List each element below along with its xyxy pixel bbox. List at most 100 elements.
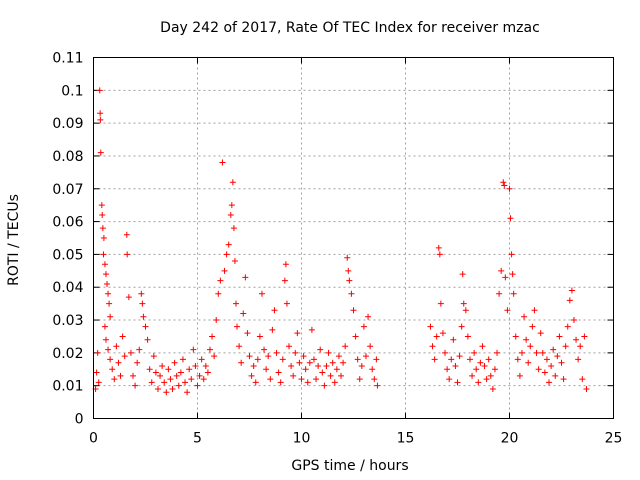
y-tick-label: 0.08 [52, 149, 83, 165]
data-point [306, 359, 313, 366]
data-point [140, 313, 147, 320]
data-point [345, 267, 352, 274]
data-point [256, 333, 263, 340]
data-point [231, 257, 238, 264]
data-point [269, 326, 276, 333]
y-tick-label: 0.03 [52, 313, 83, 329]
data-point [506, 185, 513, 192]
data-point [279, 356, 286, 363]
data-point [283, 300, 290, 307]
data-point [113, 343, 120, 350]
data-point [105, 346, 112, 353]
data-point [327, 372, 334, 379]
y-axis-title: ROTI / TECUs [6, 194, 22, 286]
data-point [134, 359, 141, 366]
data-point [431, 356, 438, 363]
data-point [281, 277, 288, 284]
data-point [179, 356, 186, 363]
data-point [454, 379, 461, 386]
data-point [192, 362, 199, 369]
data-point [225, 241, 232, 248]
data-point [102, 271, 109, 278]
data-point [152, 369, 159, 376]
data-point [136, 346, 143, 353]
data-point [127, 349, 134, 356]
data-point [236, 343, 243, 350]
y-tick-label: 0.06 [52, 215, 83, 231]
data-point [100, 235, 107, 241]
data-point [244, 330, 251, 337]
data-point [446, 376, 453, 383]
data-point [159, 362, 166, 369]
data-point [93, 369, 100, 376]
data-point [436, 251, 443, 258]
data-point [173, 372, 180, 379]
x-tick-labels: 0 5 10 15 20 25 [89, 431, 622, 447]
data-point [171, 359, 178, 366]
data-point [523, 336, 530, 343]
data-point [466, 356, 473, 363]
data-point [142, 323, 149, 330]
data-point [109, 366, 116, 373]
data-point [556, 333, 563, 340]
data-point [527, 343, 534, 350]
y-tick-label: 0.11 [52, 51, 83, 67]
data-point [246, 353, 253, 360]
data-point [115, 359, 122, 366]
data-point [550, 346, 557, 353]
data-point [462, 307, 469, 314]
data-point [198, 356, 205, 363]
y-tick-label: 0.01 [52, 379, 83, 395]
data-point [157, 372, 164, 379]
data-point [554, 353, 561, 360]
data-point [539, 349, 546, 356]
data-point [583, 385, 590, 392]
x-tick-label: 25 [605, 431, 623, 447]
data-point [234, 323, 241, 330]
data-point [213, 317, 220, 324]
data-point [568, 287, 575, 294]
x-tick-label: 10 [293, 431, 311, 447]
data-point [512, 333, 519, 340]
data-point [182, 379, 189, 386]
y-tick-label: 0 [75, 412, 84, 428]
data-point [150, 353, 157, 360]
data-point [169, 385, 176, 392]
data-points [92, 87, 590, 396]
data-point [323, 362, 330, 369]
axis-ticks [93, 57, 614, 419]
data-point [509, 271, 516, 278]
data-point [228, 202, 235, 209]
data-point [184, 389, 191, 396]
data-point [202, 362, 209, 369]
data-point [433, 333, 440, 340]
data-point [124, 251, 131, 258]
data-point [94, 349, 101, 356]
data-point [546, 379, 553, 386]
data-point [144, 336, 151, 343]
data-point [471, 349, 478, 356]
data-point [130, 372, 137, 379]
data-point [504, 307, 511, 314]
data-point [469, 372, 476, 379]
y-tick-label: 0.09 [52, 116, 83, 132]
data-point [358, 362, 365, 369]
data-point [317, 346, 324, 353]
data-point [508, 251, 515, 258]
data-point [458, 323, 465, 330]
chart-title: Day 242 of 2017, Rate Of TEC Index for r… [160, 20, 540, 36]
data-point [267, 376, 274, 383]
data-point [367, 343, 374, 350]
data-point [329, 359, 336, 366]
data-point [161, 379, 168, 386]
data-point [562, 343, 569, 350]
data-point [429, 343, 436, 350]
data-point [456, 353, 463, 360]
data-point [335, 353, 342, 360]
data-point [288, 362, 295, 369]
data-point [325, 349, 332, 356]
y-tick-label: 0.02 [52, 346, 83, 362]
data-point [333, 366, 340, 373]
data-point [371, 376, 378, 383]
